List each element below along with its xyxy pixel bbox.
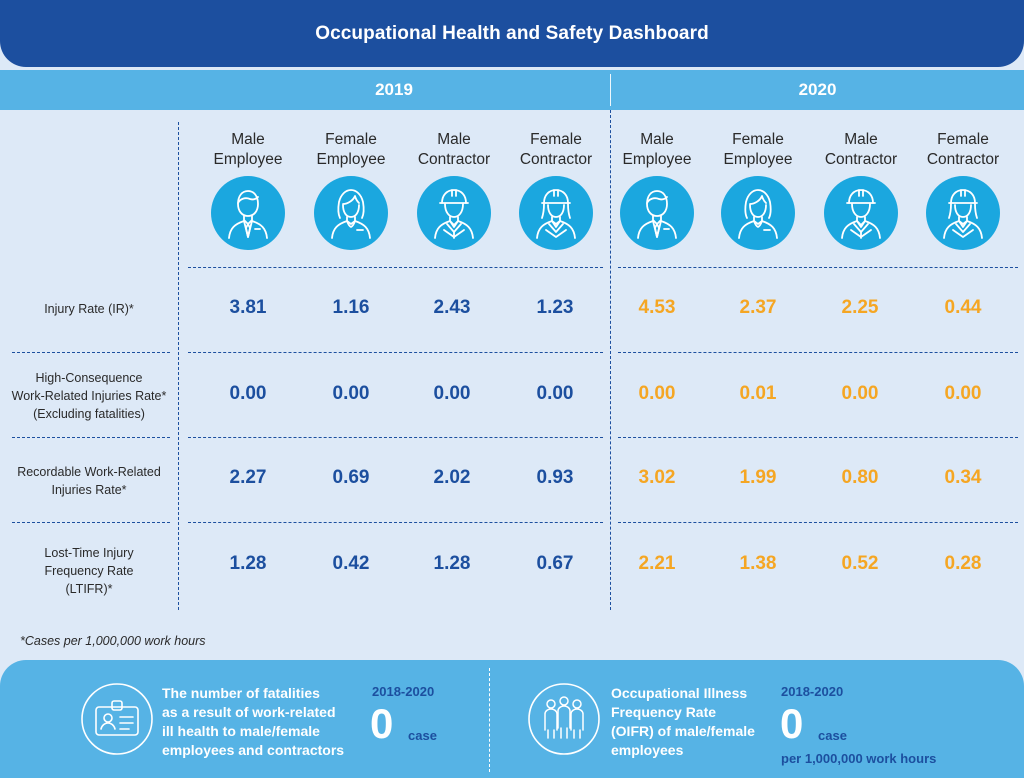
oifr-unit: case	[818, 728, 847, 743]
female-employee-icon	[721, 176, 795, 250]
table-cell-value: 0.00	[229, 383, 267, 404]
row-divider	[188, 267, 603, 268]
male-contractor-icon	[417, 176, 491, 250]
row-divider	[12, 522, 170, 523]
footnote: *Cases per 1,000,000 work hours	[20, 634, 206, 648]
table-cell-value: 0.01	[739, 383, 777, 404]
male-contractor-icon	[824, 176, 898, 250]
table-cell-value: 0.28	[944, 553, 982, 574]
female-employee-icon	[314, 176, 388, 250]
oifr-unit-detail: per 1,000,000 work hours	[781, 751, 937, 766]
table-cell-value: 2.43	[433, 297, 471, 318]
fatalities-description: The number of fatalities as a result of w…	[162, 685, 345, 758]
table-cell-value: 0.52	[841, 553, 879, 574]
table-cell-value: 1.28	[433, 553, 471, 574]
row-label-recordable: Recordable Work-Related Injuries Rate*	[17, 465, 161, 497]
column-header: Male Employee	[622, 131, 692, 168]
column-header: Female Contractor	[519, 131, 593, 168]
table-cell-value: 0.34	[944, 467, 982, 488]
row-divider	[12, 437, 170, 438]
year-divider	[610, 74, 611, 106]
row-label-high-consequence: High-Consequence Work-Related Injuries Ra…	[11, 371, 167, 421]
column-header: Female Employee	[723, 131, 793, 168]
year-2020-label: 2020	[798, 80, 837, 99]
column-header: Male Contractor	[417, 131, 491, 168]
table-cell-value: 2.21	[638, 553, 676, 574]
male-employee-icon	[620, 176, 694, 250]
row-divider	[188, 352, 603, 353]
row-divider	[618, 352, 1018, 353]
table-cell-value: 0.00	[944, 383, 982, 404]
oifr-period: 2018-2020	[781, 684, 844, 699]
row-divider	[618, 267, 1018, 268]
table-cell-value: 2.25	[841, 297, 879, 318]
table-cell-value: 2.27	[229, 467, 267, 488]
table-cell-value: 2.37	[739, 297, 777, 318]
table-cell-value: 1.16	[332, 297, 370, 318]
male-employee-icon	[211, 176, 285, 250]
workers-group-icon	[528, 683, 600, 755]
column-header: Female Contractor	[926, 131, 1000, 168]
table-cell-value: 0.67	[536, 553, 574, 574]
column-header: Female Employee	[316, 131, 386, 168]
table-cell-value: 0.00	[433, 383, 471, 404]
row-divider	[188, 522, 603, 523]
table-cell-value: 0.93	[536, 467, 574, 488]
table-cell-value: 3.81	[229, 297, 267, 318]
dashboard-title: Occupational Health and Safety Dashboard	[0, 0, 1024, 67]
table-cell-value: 0.69	[332, 467, 370, 488]
year-bar: 2019 2020	[0, 70, 1024, 110]
row-label-ltifr: Lost-Time Injury Frequency Rate (LTIFR)*	[44, 546, 134, 596]
table-cell-value: 0.00	[841, 383, 879, 404]
table-cell-value: 1.99	[739, 467, 777, 488]
table-cell-value: 1.28	[229, 553, 267, 574]
table-cell-value: 0.00	[638, 383, 676, 404]
summary-divider	[489, 668, 490, 772]
table-cell-value: 1.38	[739, 553, 777, 574]
female-contractor-icon	[926, 176, 1000, 250]
id-card-icon	[81, 683, 153, 755]
column-header: Male Contractor	[824, 131, 898, 168]
column-header: Male Employee	[213, 131, 283, 168]
row-label-injury-rate: Injury Rate (IR)*	[44, 302, 134, 316]
table-cell-value: 0.00	[332, 383, 370, 404]
fatalities-period: 2018-2020	[372, 684, 435, 699]
fatalities-value: 0	[370, 700, 394, 747]
table-cell-value: 1.23	[536, 297, 574, 318]
table-cell-value: 0.42	[332, 553, 370, 574]
row-divider	[188, 437, 603, 438]
year-2019-label: 2019	[375, 80, 413, 99]
oifr-description: Occupational Illness Frequency Rate (OIFR)…	[611, 685, 755, 758]
summary-panel	[0, 660, 1024, 778]
row-divider	[618, 522, 1018, 523]
year-column-divider	[610, 110, 611, 610]
label-column-divider	[178, 122, 179, 610]
female-contractor-icon	[519, 176, 593, 250]
table-cell-value: 3.02	[638, 467, 676, 488]
fatalities-unit: case	[408, 728, 437, 743]
oifr-value: 0	[780, 700, 804, 747]
row-divider	[12, 352, 170, 353]
table-cell-value: 2.02	[433, 467, 471, 488]
row-divider	[618, 437, 1018, 438]
table-cell-value: 4.53	[638, 297, 676, 318]
table-cell-value: 0.80	[841, 467, 879, 488]
table-cell-value: 0.00	[536, 383, 574, 404]
table-cell-value: 0.44	[944, 297, 982, 318]
